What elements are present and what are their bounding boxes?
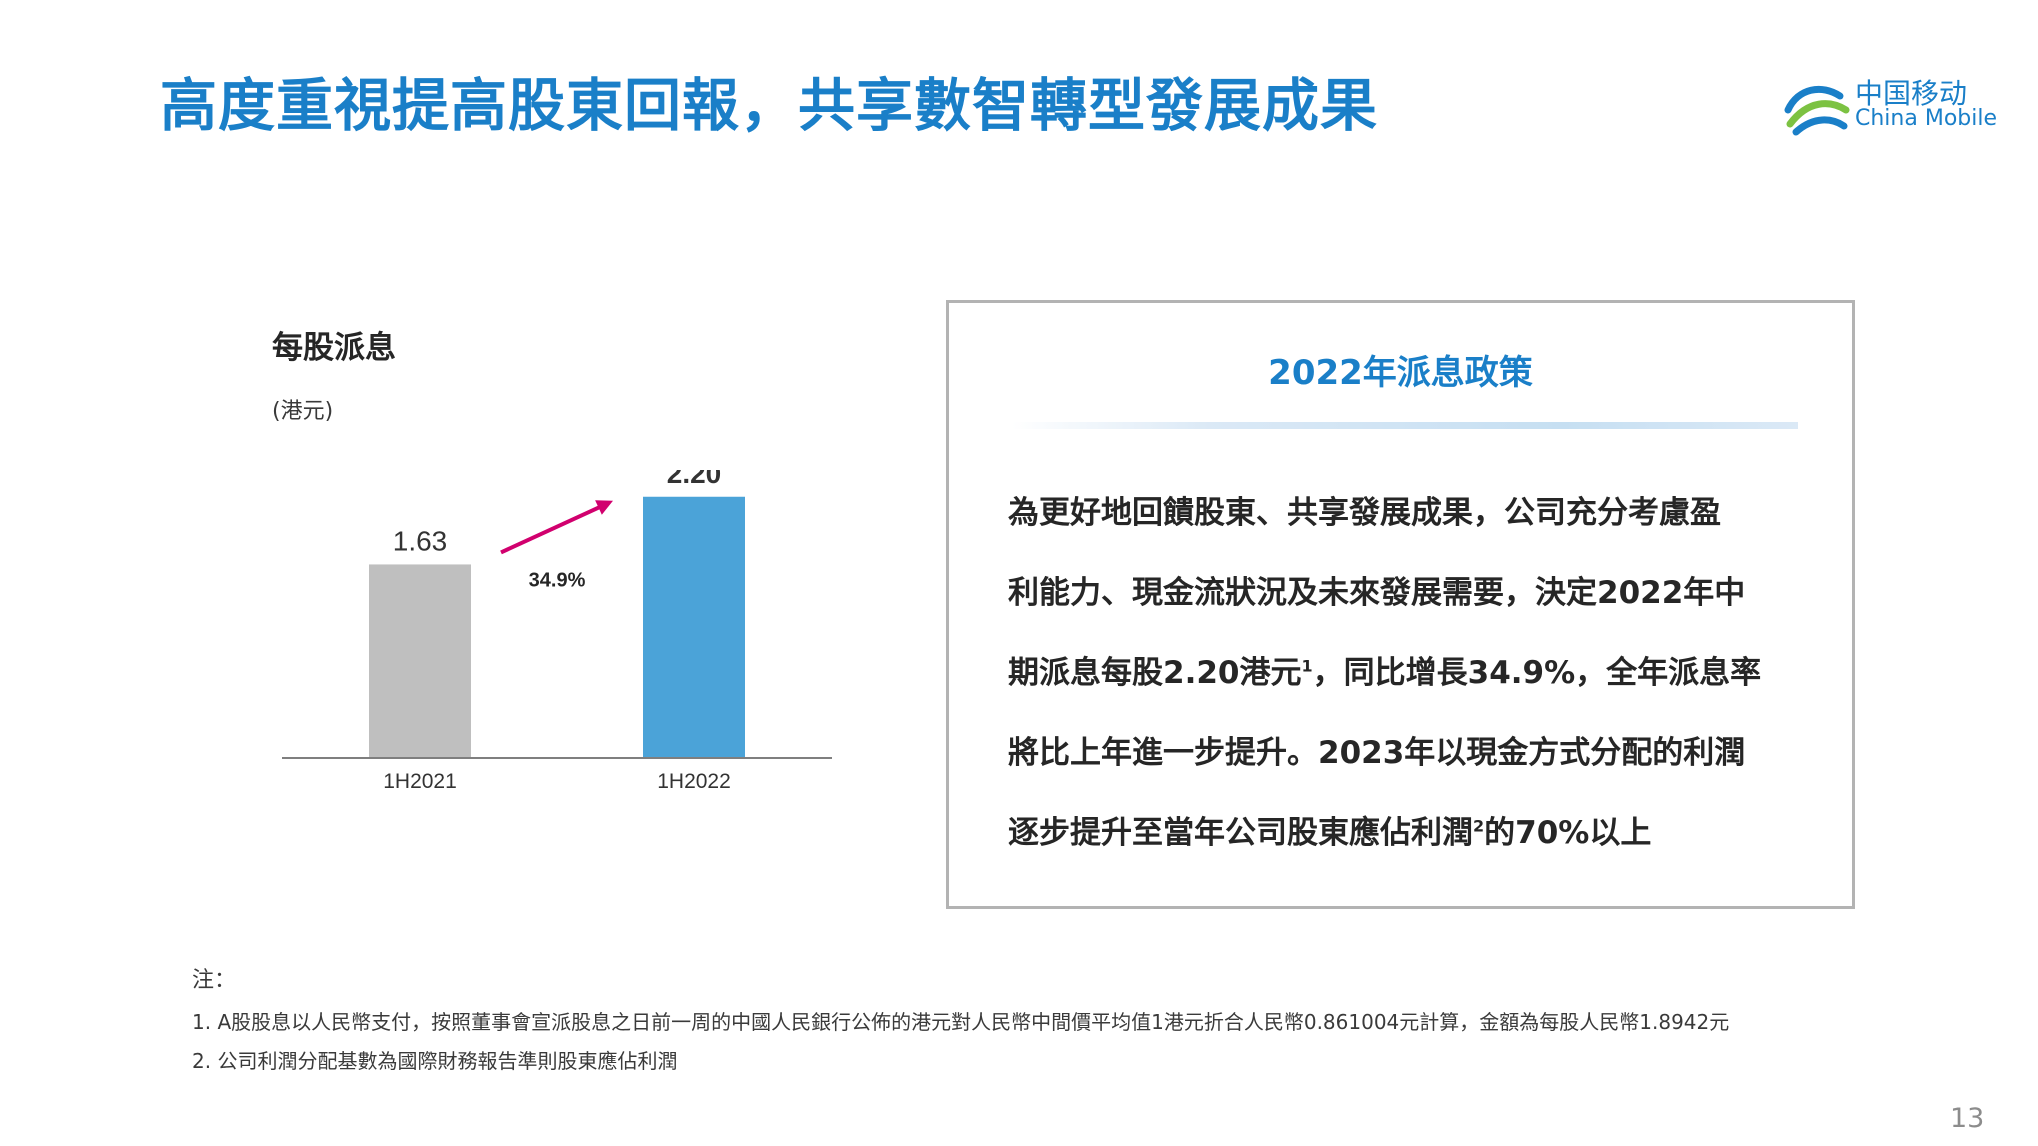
bar-1H2021 (369, 564, 471, 758)
note-2: 2. 公司利潤分配基數為國際財務報告準則股東應佔利潤 (192, 1049, 678, 1073)
bar-value-label: 2.20 (667, 470, 722, 489)
note-1: 1. A股股息以人民幣支付，按照董事會宣派股息之日前一周的中國人民銀行公佈的港元… (192, 1010, 1730, 1034)
footnote-ref-1: 1 (1301, 656, 1313, 676)
logo-text-cn: 中国移动 (1855, 77, 1968, 110)
policy-line-5a: 逐步提升至當年公司股東應佔利潤 (1008, 815, 1473, 851)
x-tick-label: 1H2022 (657, 770, 731, 793)
footnote-ref-2: 2 (1473, 816, 1485, 836)
policy-line-2: 利能力、現金流狀況及未來發展需要，決定2022年中 (1008, 575, 1746, 611)
bar-1H2022 (643, 496, 745, 758)
notes-heading: 注： (192, 968, 237, 993)
policy-box (946, 300, 1855, 909)
chart-unit-label: (港元) (272, 399, 334, 424)
policy-line-5b: 的70%以上 (1484, 815, 1652, 851)
policy-line-3: 期派息每股2.20港元1，同比增長34.9%，全年派息率 (1008, 647, 1808, 692)
growth-label: 34.9% (529, 569, 586, 591)
policy-line-5: 逐步提升至當年公司股東應佔利潤2的70%以上 (1008, 807, 1808, 852)
growth-arrow-head (595, 500, 613, 515)
chart-title: 每股派息 (272, 330, 396, 366)
page-number: 13 (1950, 1103, 1985, 1134)
bar-value-label: 1.63 (393, 525, 448, 556)
policy-line-4: 將比上年進一步提升。2023年以現金方式分配的利潤 (1008, 735, 1746, 771)
logo-text-en: China Mobile (1855, 106, 1998, 131)
china-mobile-logo-mark (1784, 85, 1850, 136)
policy-line-3a: 期派息每股2.20港元 (1008, 655, 1302, 691)
slide-title: 高度重視提高股東回報，共享數智轉型發展成果 (160, 73, 1378, 139)
dividend-bar-chart: 1.63 1H2021 2.20 1H2022 34.9% (282, 470, 832, 793)
x-tick-label: 1H2021 (383, 770, 457, 793)
growth-arrow-line (500, 501, 608, 555)
china-mobile-logo (1784, 85, 1850, 136)
policy-line-1: 為更好地回饋股東、共享發展成果，公司充分考慮盈 (1008, 495, 1721, 531)
policy-line-3b: ，同比增長34.9%，全年派息率 (1312, 655, 1762, 691)
policy-divider (1012, 422, 1798, 429)
policy-title: 2022年派息政策 (1268, 353, 1533, 393)
